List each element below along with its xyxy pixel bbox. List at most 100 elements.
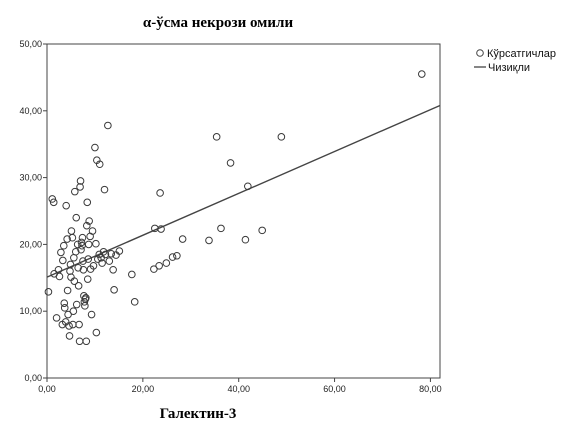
data-point	[60, 299, 69, 307]
fit-line-group	[46, 104, 441, 278]
data-point	[70, 187, 79, 196]
data-point	[105, 257, 114, 265]
legend-label-line: Чизиқли	[488, 62, 530, 74]
y-tick-label: 50,00	[19, 39, 42, 49]
data-point	[74, 263, 82, 272]
data-point	[59, 241, 68, 250]
data-point	[92, 239, 100, 248]
data-point	[241, 235, 250, 244]
data-point	[82, 337, 91, 346]
data-point	[71, 247, 80, 256]
y-tick-label: 10,00	[19, 306, 42, 316]
data-point	[109, 265, 117, 274]
data-point	[82, 221, 91, 230]
data-point	[77, 245, 85, 254]
plot-area	[46, 43, 441, 379]
data-point	[104, 121, 112, 130]
data-point	[55, 272, 64, 281]
y-tick-label: 0,00	[24, 373, 42, 383]
data-point	[98, 259, 106, 267]
data-point	[87, 310, 96, 319]
data-point	[156, 189, 164, 197]
data-point	[226, 159, 235, 167]
data-point	[130, 298, 139, 306]
x-tick-label: 0,00	[38, 384, 56, 394]
data-point	[244, 182, 252, 191]
data-point	[60, 304, 69, 312]
data-point	[107, 249, 116, 258]
data-point	[89, 261, 98, 270]
data-point	[110, 286, 118, 294]
x-tick-label: 40,00	[227, 384, 250, 394]
data-point	[95, 160, 104, 169]
data-point	[48, 195, 57, 203]
data-point	[74, 282, 83, 290]
data-point	[84, 240, 93, 249]
data-point	[83, 275, 92, 283]
data-point	[68, 233, 77, 242]
data-point	[49, 198, 58, 207]
data-point	[63, 286, 72, 295]
legend-marker-points	[476, 49, 484, 57]
data-point	[85, 217, 93, 225]
data-point	[173, 251, 181, 260]
data-point	[115, 247, 124, 255]
data-point	[65, 332, 74, 340]
data-point	[76, 177, 85, 185]
data-point	[101, 250, 110, 259]
data-point	[79, 257, 87, 265]
data-point	[150, 265, 158, 273]
data-point	[63, 235, 71, 243]
x-tick-label: 20,00	[132, 384, 155, 394]
legend: Кўрсатгичлар Чизиқли	[474, 48, 556, 74]
data-point	[83, 198, 92, 207]
data-point	[178, 235, 187, 243]
data-point	[168, 253, 177, 261]
data-point	[72, 300, 81, 309]
legend-label-points: Кўрсатгичлар	[487, 48, 556, 60]
y-tick-label: 40,00	[19, 106, 42, 116]
y-tick-label: 30,00	[19, 173, 42, 183]
data-point	[66, 260, 75, 269]
data-point	[69, 307, 78, 316]
plot-frame	[46, 43, 441, 379]
chart-title: α-ўсма некрози омили	[143, 15, 294, 31]
data-point	[212, 133, 221, 141]
data-point	[59, 256, 67, 265]
data-points	[44, 70, 426, 346]
data-point	[157, 225, 165, 233]
data-point	[84, 255, 93, 263]
data-point	[417, 70, 426, 78]
data-point	[52, 314, 61, 322]
data-point	[80, 292, 88, 300]
data-point	[94, 255, 102, 263]
tick-labels: 0,00 20,00 40,00 60,00 80,00 0,00 10,00 20,00 30…	[19, 39, 441, 394]
data-point	[205, 236, 213, 245]
data-point	[65, 322, 73, 330]
data-point	[76, 183, 84, 191]
data-point	[75, 320, 83, 329]
data-point	[77, 238, 86, 247]
data-point	[91, 143, 99, 152]
data-point	[258, 226, 266, 235]
data-point	[88, 227, 97, 235]
data-point	[57, 248, 65, 257]
x-tick-label: 80,00	[419, 384, 442, 394]
data-point	[128, 270, 136, 279]
data-point	[79, 265, 88, 274]
x-axis-label: Галектин-3	[160, 406, 237, 422]
data-point	[217, 224, 225, 233]
data-point	[155, 261, 163, 270]
data-point	[44, 288, 53, 296]
data-point	[92, 328, 101, 337]
data-point	[277, 133, 286, 141]
data-point	[78, 233, 87, 242]
data-point	[162, 259, 171, 267]
data-point	[72, 213, 81, 222]
data-point	[64, 310, 72, 319]
data-point	[70, 277, 79, 285]
y-tick-label: 20,00	[19, 239, 42, 249]
data-point	[73, 240, 82, 249]
fit-line	[46, 104, 441, 278]
